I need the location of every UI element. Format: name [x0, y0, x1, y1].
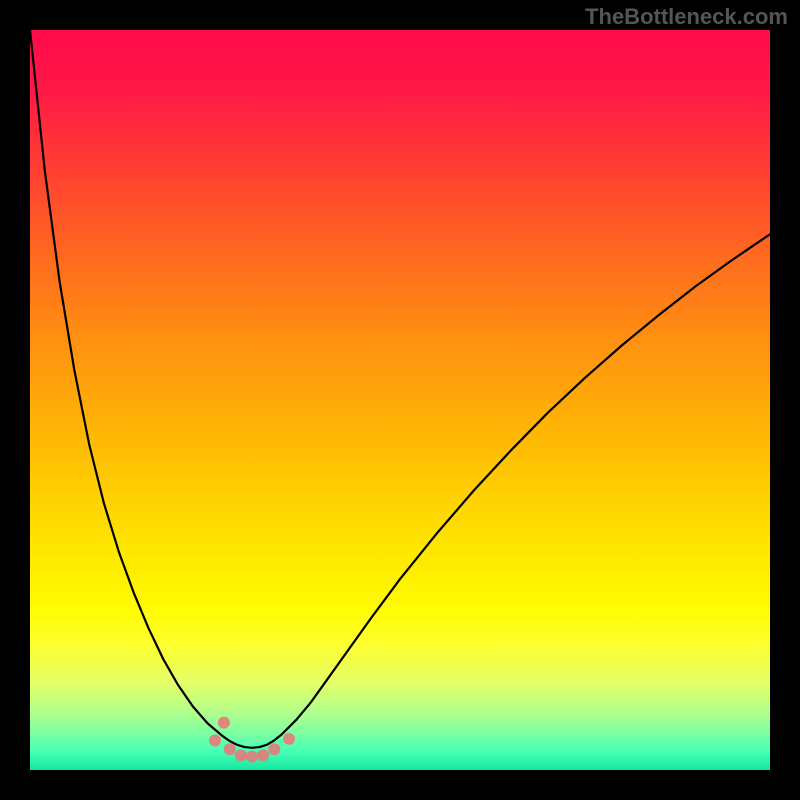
marker-dot [257, 749, 269, 761]
marker-dot [268, 743, 280, 755]
chart-canvas: TheBottleneck.com [0, 0, 800, 800]
marker-dot [246, 751, 258, 763]
marker-dot [218, 717, 230, 729]
plot-area [30, 30, 770, 770]
curve-layer [30, 30, 770, 770]
marker-dot [235, 749, 247, 761]
marker-group [209, 717, 295, 763]
marker-dot [224, 743, 236, 755]
watermark-text: TheBottleneck.com [585, 4, 788, 30]
bottleneck-curve [30, 30, 770, 748]
marker-dot [283, 733, 295, 745]
marker-dot [209, 734, 221, 746]
